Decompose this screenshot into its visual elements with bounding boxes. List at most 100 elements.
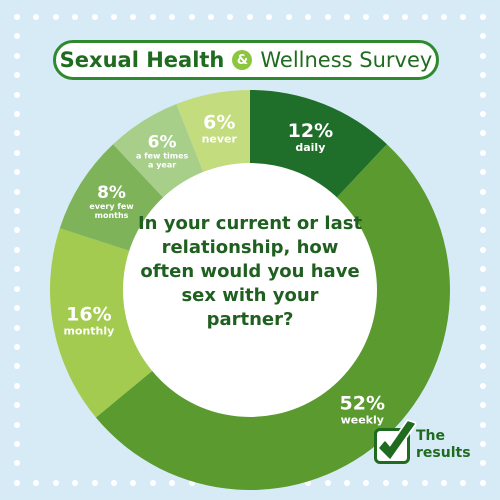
- results-badge: The results: [370, 418, 480, 476]
- border-dot: [14, 208, 20, 215]
- border-dot: [460, 480, 467, 486]
- border-dot: [111, 14, 118, 20]
- border-dot: [480, 227, 486, 234]
- border-dot: [14, 246, 20, 253]
- border-dot: [421, 14, 428, 20]
- border-dot: [480, 208, 486, 215]
- border-dot: [14, 169, 20, 176]
- border-dot: [480, 305, 486, 312]
- border-dot: [480, 324, 486, 331]
- border-dot: [14, 460, 20, 467]
- border-dot: [14, 188, 20, 195]
- border-dot: [480, 52, 486, 59]
- border-dot: [14, 130, 20, 137]
- donut-hole: [123, 163, 377, 417]
- slice-category-label: weekly: [341, 413, 384, 426]
- border-dot: [14, 72, 20, 79]
- border-dot: [33, 14, 40, 20]
- survey-title-banner: Sexual Health & Wellness Survey: [53, 40, 439, 80]
- border-dot: [480, 14, 486, 20]
- border-dot: [421, 480, 428, 486]
- border-dot: [440, 480, 447, 486]
- dot-row-top: [14, 14, 486, 20]
- slice-category-label: months: [95, 211, 129, 220]
- slice-category-label: a few times: [136, 152, 189, 161]
- border-dot: [480, 402, 486, 409]
- border-dot: [305, 14, 312, 20]
- border-dot: [14, 421, 20, 428]
- border-dot: [480, 363, 486, 370]
- border-dot: [480, 246, 486, 253]
- border-dot: [52, 14, 59, 20]
- border-dot: [14, 111, 20, 118]
- border-dot: [480, 479, 486, 486]
- border-dot: [111, 480, 118, 486]
- border-dot: [402, 480, 409, 486]
- slice-percent-label: 6%: [203, 112, 235, 134]
- border-dot: [440, 14, 447, 20]
- border-dot: [14, 285, 20, 292]
- border-dot: [480, 149, 486, 156]
- border-dot: [305, 480, 312, 486]
- border-dot: [14, 227, 20, 234]
- slice-percent-label: 12%: [288, 120, 333, 142]
- slice-percent-label: 52%: [340, 392, 385, 414]
- border-dot: [343, 14, 350, 20]
- results-label: The results: [416, 428, 476, 462]
- slice-category-label: monthly: [63, 324, 114, 337]
- results-label-line2: results: [416, 445, 471, 461]
- border-dot: [14, 91, 20, 98]
- border-dot: [33, 480, 40, 486]
- border-dot: [480, 460, 486, 467]
- border-dot: [14, 149, 20, 156]
- border-dot: [480, 266, 486, 273]
- border-dot: [14, 382, 20, 389]
- border-dot: [149, 480, 156, 486]
- border-dot: [188, 480, 195, 486]
- border-dot: [14, 33, 20, 40]
- border-dot: [363, 14, 370, 20]
- border-dot: [266, 14, 273, 20]
- border-dot: [480, 111, 486, 118]
- border-dot: [14, 14, 20, 20]
- border-dot: [480, 285, 486, 292]
- slice-percent-label: 6%: [148, 133, 177, 153]
- border-dot: [14, 52, 20, 59]
- border-dot: [363, 480, 370, 486]
- border-dot: [480, 130, 486, 137]
- border-dot: [480, 169, 486, 176]
- border-dot: [460, 14, 467, 20]
- border-dot: [324, 14, 331, 20]
- border-dot: [324, 480, 331, 486]
- checkmark-icon: [377, 419, 417, 461]
- border-dot: [480, 188, 486, 195]
- border-dot: [343, 480, 350, 486]
- border-dot: [382, 14, 389, 20]
- slice-category-label: never: [202, 133, 238, 146]
- border-dot: [480, 343, 486, 350]
- slice-category-label: every few: [89, 202, 134, 211]
- border-dot: [14, 305, 20, 312]
- border-dot: [14, 402, 20, 409]
- slice-category-label: a year: [148, 161, 176, 170]
- border-dot: [480, 72, 486, 79]
- border-dot: [227, 14, 234, 20]
- border-dot: [480, 91, 486, 98]
- dot-column-right: [480, 14, 486, 486]
- border-dot: [52, 480, 59, 486]
- border-dot: [480, 382, 486, 389]
- border-dot: [480, 440, 486, 447]
- slice-percent-label: 16%: [66, 303, 111, 325]
- border-dot: [149, 14, 156, 20]
- survey-question: In your current or last relationship, ho…: [137, 213, 363, 330]
- border-dot: [14, 479, 20, 486]
- border-dot: [382, 480, 389, 486]
- border-dot: [14, 343, 20, 350]
- title-part1: Sexual Health: [59, 48, 225, 72]
- border-dot: [14, 266, 20, 273]
- border-dot: [130, 480, 137, 486]
- border-dot: [130, 14, 137, 20]
- border-dot: [14, 363, 20, 370]
- dot-column-left: [14, 14, 20, 486]
- border-dot: [402, 14, 409, 20]
